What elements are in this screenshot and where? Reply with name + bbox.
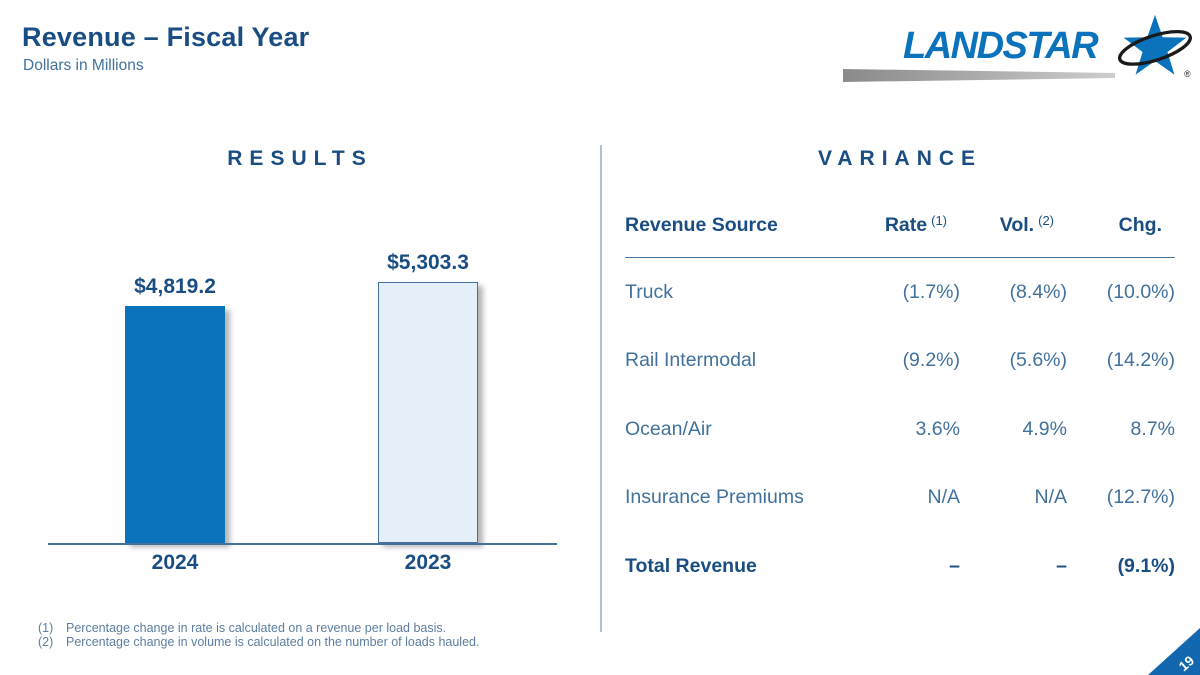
column-header-chg: Chg. (1118, 213, 1162, 236)
landstar-logo-text: LANDSTAR (903, 25, 1099, 67)
rate-value: – (949, 554, 960, 577)
footnote-text: Percentage change in rate is calculated … (66, 621, 447, 635)
column-header-vol-label: Vol. (999, 214, 1035, 236)
column-header-rate: Rate (1) (855, 213, 960, 237)
table-row-total-revenue: Total Revenue – – (9.1%) (625, 532, 1175, 601)
row-label: Truck (625, 280, 674, 303)
variance-heading: VARIANCE (817, 147, 983, 170)
table-header-row: Revenue Source Rate (1) Vol. (2) Chg. (625, 193, 1175, 257)
vol-value: N/A (1034, 486, 1067, 509)
page-title: Revenue – Fiscal Year (22, 22, 310, 52)
column-header-source: Revenue Source (625, 213, 778, 236)
bar-2024 (125, 306, 225, 543)
bar-value-label: $5,303.3 (387, 251, 469, 274)
chg-value: (12.7%) (1106, 486, 1175, 509)
bar-group-2023: $5,303.3 (378, 251, 478, 543)
chg-value: (14.2%) (1106, 349, 1175, 372)
bar-value-label: $4,819.2 (134, 275, 216, 298)
x-axis-line (48, 543, 557, 545)
vol-value: 4.9% (1022, 417, 1067, 440)
table-row-insurance-premiums: Insurance Premiums N/A N/A (12.7%) (625, 464, 1175, 533)
footnote-ref-2: (2) (1038, 213, 1054, 228)
x-axis-label-2024: 2024 (151, 551, 199, 574)
footnote-1: (1) Percentage change in rate is calcula… (38, 621, 479, 635)
row-label: Insurance Premiums (625, 486, 804, 509)
section-divider (600, 145, 602, 632)
table-row-rail-intermodal: Rail Intermodal (9.2%) (5.6%) (14.2%) (625, 327, 1175, 396)
row-label: Total Revenue (625, 554, 757, 577)
rate-value: (9.2%) (902, 349, 960, 372)
footnote-2: (2) Percentage change in volume is calcu… (38, 635, 479, 649)
page-subtitle: Dollars in Millions (23, 57, 144, 74)
footnote-ref-1: (1) (931, 213, 947, 228)
footnote-marker: (1) (38, 621, 54, 635)
chg-value: (10.0%) (1106, 280, 1175, 303)
row-label: Ocean/Air (625, 417, 712, 440)
chg-value: (9.1%) (1117, 554, 1175, 577)
header-underline (625, 257, 1175, 258)
table-row-ocean-air: Ocean/Air 3.6% 4.9% 8.7% (625, 395, 1175, 464)
logo-swoosh (843, 69, 1115, 82)
vol-value: – (1056, 554, 1067, 577)
rate-value: 3.6% (915, 417, 960, 440)
table-row-truck: Truck (1.7%) (8.4%) (10.0%) (625, 258, 1175, 327)
star-icon: ® (1118, 14, 1192, 79)
footnote-text: Percentage change in volume is calculate… (66, 635, 480, 649)
footnotes: (1) Percentage change in rate is calcula… (38, 621, 479, 649)
x-axis-label-2023: 2023 (404, 551, 452, 574)
results-heading: RESULTS (227, 147, 373, 170)
footnote-marker: (2) (38, 635, 54, 649)
column-header-vol: Vol. (2) (960, 213, 1067, 237)
rate-value: N/A (927, 486, 960, 509)
vol-value: (8.4%) (1009, 280, 1067, 303)
row-label: Rail Intermodal (625, 349, 757, 372)
bar-2023 (378, 282, 478, 543)
rate-value: (1.7%) (902, 280, 960, 303)
column-header-rate-label: Rate (884, 214, 928, 236)
bar-group-2024: $4,819.2 (125, 275, 225, 543)
chg-value: 8.7% (1130, 417, 1175, 440)
variance-table: Revenue Source Rate (1) Vol. (2) Chg. Truc… (625, 193, 1175, 601)
registered-mark: ® (1184, 69, 1191, 79)
vol-value: (5.6%) (1009, 349, 1067, 372)
